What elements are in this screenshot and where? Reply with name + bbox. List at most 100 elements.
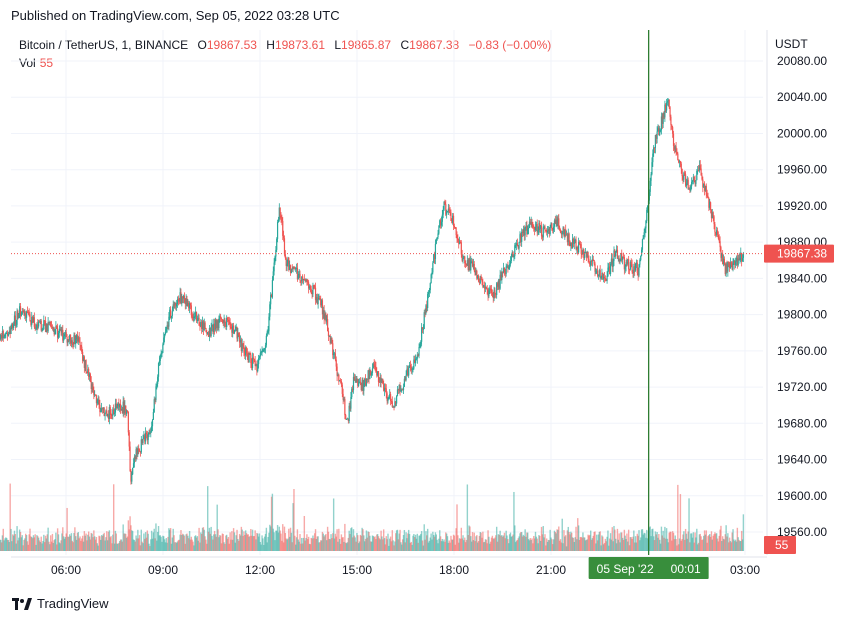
volume-label[interactable]: Vol: [19, 56, 36, 70]
volume-bar: [595, 543, 597, 551]
candle-body: [44, 321, 47, 333]
volume-bar: [586, 539, 588, 551]
candle-body: [277, 219, 280, 223]
last-price-text: 19867.38: [777, 247, 827, 261]
candle-body: [572, 238, 575, 244]
volume-bar: [639, 540, 641, 551]
candle-body: [165, 329, 167, 332]
candle-body: [638, 264, 640, 276]
candle-body: [239, 334, 241, 343]
volume-bar: [36, 535, 38, 551]
volume-bar: [205, 539, 207, 551]
candle-body: [694, 180, 696, 184]
volume-bar: [612, 541, 614, 551]
candle-body: [17, 311, 19, 318]
candle-body: [158, 360, 161, 364]
volume-bar: [683, 531, 685, 551]
candle-body: [201, 321, 203, 329]
candle-body: [262, 349, 264, 352]
candle-body: [549, 227, 551, 234]
volume-bar: [129, 516, 131, 551]
volume-bar: [464, 542, 467, 551]
volume-bar: [305, 537, 307, 551]
volume-bar: [347, 537, 350, 551]
candle-body: [510, 257, 512, 262]
volume-bar: [332, 533, 334, 551]
candle-body: [425, 305, 427, 314]
volume-bar: [62, 527, 64, 551]
candle-body: [571, 242, 573, 248]
volume-bar: [449, 542, 451, 551]
candle-body: [295, 267, 298, 269]
volume-bar: [351, 537, 354, 551]
candle-body: [234, 329, 236, 331]
volume-bar: [200, 533, 203, 551]
candle-body: [311, 291, 313, 295]
candle-body: [611, 258, 613, 267]
candle-body: [309, 286, 311, 289]
candle-body: [552, 229, 554, 231]
candle-body: [88, 374, 91, 377]
candle-body: [502, 267, 505, 273]
volume-bar: [409, 542, 412, 551]
candle-body: [284, 254, 286, 259]
candle-body: [198, 317, 200, 326]
candle-body: [421, 327, 424, 330]
volume-bar: [408, 533, 411, 551]
volume-bar: [309, 544, 312, 551]
tradingview-logo[interactable]: TradingView: [12, 596, 109, 611]
symbol-title[interactable]: Bitcoin / TetherUS, 1, BINANCE: [19, 38, 189, 52]
volume-bar: [465, 539, 468, 551]
volume-bar: [389, 538, 391, 551]
volume-bar: [330, 534, 332, 551]
volume-bar: [94, 539, 97, 551]
candle-body: [666, 102, 668, 111]
volume-bar: [459, 538, 462, 551]
candle-body: [65, 332, 67, 338]
candle-body: [216, 320, 218, 329]
candle-body: [718, 238, 720, 242]
volume-bar: [401, 539, 404, 551]
volume-bar: [373, 537, 375, 551]
volume-bar: [188, 530, 191, 551]
candle-body: [706, 194, 708, 196]
candle-body: [182, 295, 185, 299]
volume-bar: [677, 544, 680, 551]
volume-bar: [699, 533, 701, 551]
volume-bar: [697, 542, 700, 551]
volume-bar: [20, 537, 23, 551]
volume-bar: [640, 529, 643, 551]
candle-body: [569, 241, 571, 247]
volume-bar: [621, 537, 624, 551]
volume-bar: [257, 533, 259, 551]
candle-body: [395, 401, 397, 404]
candle-body: [271, 280, 274, 298]
candle-body: [19, 306, 21, 318]
volume-bar: [420, 531, 423, 551]
volume-bar: [711, 539, 714, 551]
candle-body: [388, 397, 390, 399]
volume-bar: [632, 536, 634, 551]
volume-bar: [302, 537, 305, 551]
volume-bar: [29, 528, 31, 551]
volume-bar: [690, 533, 693, 551]
candle-body: [691, 181, 693, 187]
candle-body: [107, 414, 110, 419]
volume-bar: [512, 534, 514, 551]
candle-body: [615, 252, 617, 257]
close-value: 19867.38: [409, 38, 460, 52]
candle-body: [419, 344, 421, 347]
volume-bar: [641, 529, 644, 551]
symbol-legend: Bitcoin / TetherUS, 1, BINANCE O19867.53…: [19, 38, 551, 52]
price-axis[interactable]: 20080.0020040.0020000.0019960.0019920.00…: [777, 54, 827, 539]
volume-bar: [82, 541, 85, 551]
time-axis[interactable]: 06:00 09:00 12:00 15:00 18:00 21:00 03:00: [51, 563, 760, 577]
candle-body: [162, 344, 164, 353]
volume-bar: [314, 529, 317, 551]
volume-bar: [725, 525, 727, 551]
volume-bar: [368, 531, 370, 551]
candle-body: [484, 286, 487, 289]
candle-body: [109, 407, 111, 414]
candle-body: [636, 262, 638, 273]
